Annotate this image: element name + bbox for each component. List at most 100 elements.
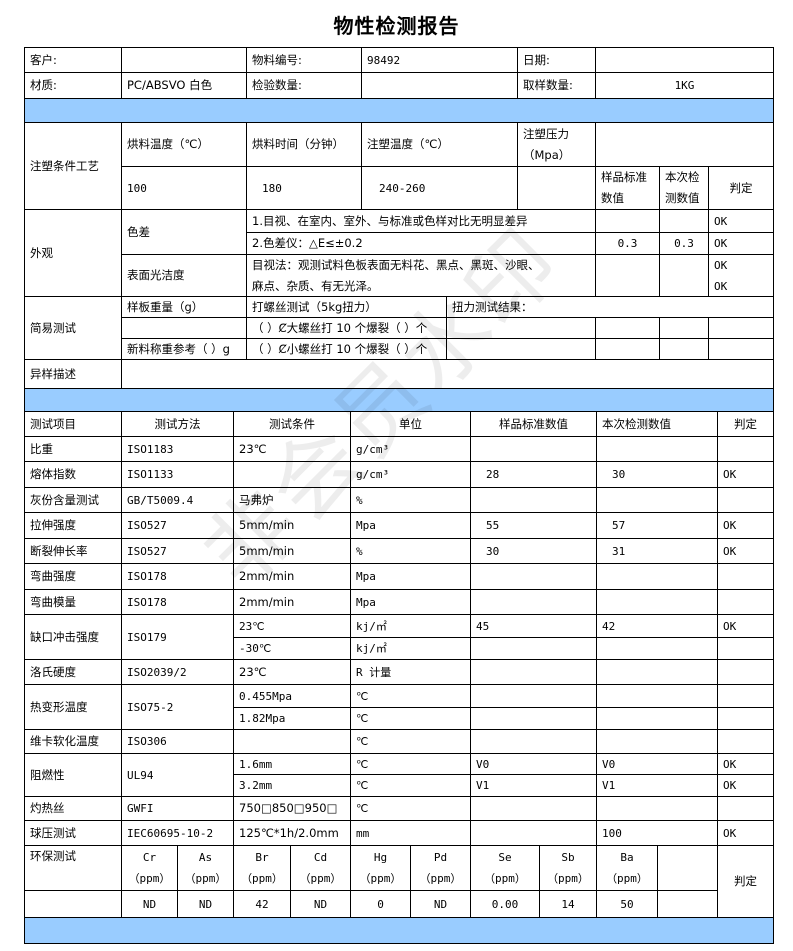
table-cell: 5mm/min: [233, 512, 351, 539]
blank-cell: [595, 254, 660, 297]
env-element-header: Pd （ppm）: [410, 845, 471, 891]
blank-cell: [595, 122, 774, 167]
screw-test-label: 打螺丝测试（5kg扭力）: [246, 296, 447, 318]
test-item: 弯曲模量: [24, 589, 122, 615]
table-cell: ISO1183: [121, 436, 234, 462]
env-element-header: Cr （ppm）: [121, 845, 178, 891]
mold-temp-label: 注塑温度（℃）: [361, 122, 518, 167]
table-cell: ℃: [350, 707, 471, 730]
std-value-header: 样品标准 数值: [595, 166, 660, 210]
verdict-header: 判定: [708, 166, 774, 210]
table-cell: 55: [470, 512, 597, 539]
table-cell: 3.2mm: [233, 774, 351, 797]
table-cell: Mpa: [350, 589, 471, 615]
table-cell: OK: [717, 774, 774, 797]
table-cell: OK: [717, 538, 774, 564]
table-cell: [717, 589, 774, 615]
table-cell: 42: [596, 614, 718, 638]
table-cell: UL94: [121, 753, 234, 797]
test-item: 拉伸强度: [24, 512, 122, 539]
blank-cell: [24, 890, 122, 918]
table-cell: [596, 796, 718, 821]
table-cell: kj/㎡: [350, 637, 471, 660]
page-title: 物性检测报告: [333, 14, 460, 38]
table-cell: 30: [470, 538, 597, 564]
table-cell: ISO179: [121, 614, 234, 660]
test-item: 灼热丝: [24, 796, 122, 821]
table-cell: OK: [717, 461, 774, 488]
table-cell: 125℃*1h/2.0mm: [233, 820, 351, 846]
table-cell: [596, 729, 718, 754]
env-element-value: 0: [350, 890, 411, 918]
table-cell: ISO178: [121, 589, 234, 615]
table-cell: R 计量: [350, 659, 471, 685]
table-cell: V0: [470, 753, 597, 775]
big-screw-test: （ ）Ȼ大螺丝打 10 个爆裂（ ）个: [246, 317, 447, 339]
table-cell: [470, 589, 597, 615]
table-cell: [596, 563, 718, 590]
test-item: 热变形温度: [24, 684, 122, 730]
table-cell: 28: [470, 461, 597, 488]
table-cell: 100: [596, 820, 718, 846]
table-cell: Mpa: [350, 512, 471, 539]
table-cell: 30: [596, 461, 718, 488]
table-cell: [596, 707, 718, 730]
env-element-value: ND: [290, 890, 351, 918]
table-cell: [470, 820, 597, 846]
column-header: 样品标准数值: [470, 411, 597, 437]
blank-cell: [708, 338, 774, 360]
table-cell: -30℃: [233, 637, 351, 660]
verdict: OK: [708, 209, 774, 233]
table-cell: IEC60695-10-2: [121, 820, 234, 846]
env-element-header: Ba （ppm）: [596, 845, 658, 891]
simple-test-label: 简易测试: [24, 296, 122, 360]
table-cell: ISO1133: [121, 461, 234, 488]
table-cell: 45: [470, 614, 597, 638]
table-cell: [470, 659, 597, 685]
anomaly-value: [121, 359, 774, 389]
test-item: 熔体指数: [24, 461, 122, 488]
visual-check: 1.目视、在室内、室外、与标准或色样对比无明显差异: [246, 209, 596, 233]
torque-result-label: 扭力测试结果：: [446, 296, 774, 318]
column-header: 测试条件: [233, 411, 351, 437]
blank-cell: [657, 890, 718, 918]
anomaly-label: 异样描述: [24, 359, 122, 389]
table-cell: [470, 436, 597, 462]
test-item: 球压测试: [24, 820, 122, 846]
table-cell: ℃: [350, 729, 471, 754]
table-cell: [717, 729, 774, 754]
table-cell: OK: [717, 820, 774, 846]
table-cell: GWFI: [121, 796, 234, 821]
table-cell: [596, 487, 718, 513]
table-cell: kj/㎡: [350, 614, 471, 638]
table-cell: GB/T5009.4: [121, 487, 234, 513]
colorimeter-check: 2.色差仪：△E≤±0.2: [246, 232, 596, 255]
blank-cell: [659, 209, 709, 233]
table-cell: [717, 684, 774, 708]
env-element-header: Hg （ppm）: [350, 845, 411, 891]
env-element-header: Br （ppm）: [233, 845, 291, 891]
actual-value: 0.3: [659, 232, 709, 255]
molding-label: 注塑条件工艺: [24, 122, 122, 210]
weight-label: 样板重量（g）: [121, 296, 247, 318]
inspect-qty-label: 检验数量:: [246, 72, 362, 99]
blank-cell: [595, 317, 660, 339]
table-cell: 1.6mm: [233, 753, 351, 775]
table-cell: ISO75-2: [121, 684, 234, 730]
column-header: 判定: [717, 411, 774, 437]
table-cell: [717, 487, 774, 513]
dry-temp-label: 烘料温度（℃）: [121, 122, 247, 167]
table-cell: [233, 461, 351, 488]
table-cell: ℃: [350, 796, 471, 821]
table-cell: ℃: [350, 774, 471, 797]
material-value: PC/ABSVO 白色: [121, 72, 247, 99]
dry-time-label: 烘料时间（分钟）: [246, 122, 362, 167]
test-item: 维卡软化温度: [24, 729, 122, 754]
table-cell: 23℃: [233, 659, 351, 685]
table-cell: OK: [717, 614, 774, 638]
material-label: 材质:: [24, 72, 122, 99]
table-cell: [470, 707, 597, 730]
table-cell: 2mm/min: [233, 589, 351, 615]
blank-cell: [657, 845, 718, 891]
env-element-value: 14: [539, 890, 597, 918]
